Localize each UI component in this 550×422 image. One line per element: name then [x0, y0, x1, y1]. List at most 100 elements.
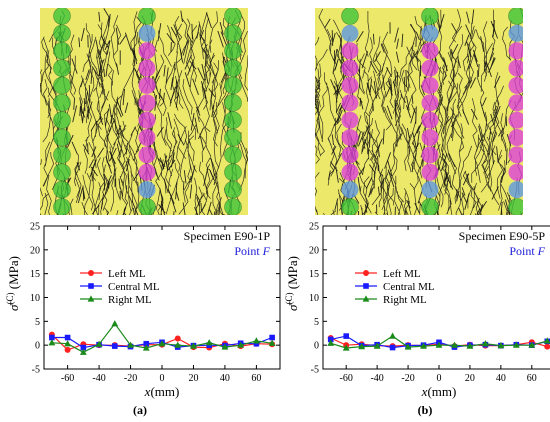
data-point-1 [253, 340, 260, 347]
legend-marker [88, 283, 94, 289]
x-tick-label: -60 [340, 373, 353, 384]
data-point-0 [544, 343, 550, 350]
data-point-0 [174, 335, 181, 342]
gauge-circle-green [508, 8, 523, 25]
crack-pattern-image [40, 8, 248, 215]
data-point-2 [95, 340, 103, 347]
gauge-circle-green [224, 128, 242, 147]
gauge-circle-magenta [421, 146, 439, 164]
gauge-circle-green [53, 41, 71, 60]
gauge-circle-magenta [421, 163, 439, 181]
gauge-circle-magenta [138, 76, 156, 94]
gauge-circle-blue [421, 24, 439, 42]
data-point-2 [466, 342, 474, 349]
stress-chart: -5 0 5 10 15 20 25 -60 -40 -20 0 20 40 60 x(mm) σ̄(C) (… [284, 222, 550, 399]
gauge-circle-magenta [138, 146, 156, 164]
gauge-circle-magenta [421, 59, 439, 77]
gauge-circle-blue [421, 181, 439, 199]
data-point-2 [111, 320, 119, 327]
data-point-2 [327, 339, 335, 346]
gauge-circle-blue [341, 24, 359, 42]
x-axis-title: x(mm) [421, 384, 457, 399]
x-tick-label: 0 [437, 373, 442, 384]
data-point-1 [269, 334, 275, 341]
gauge-circle-magenta [341, 59, 359, 77]
data-point-2 [79, 348, 87, 355]
gauge-circle-green [53, 198, 71, 215]
data-point-2 [127, 341, 134, 348]
x-axis-title: x(mm) [144, 384, 180, 399]
y-tick-label: 10 [309, 293, 319, 304]
data-point-2 [404, 343, 412, 350]
gauge-circle-green [53, 76, 71, 95]
gauge-circle-green [224, 198, 242, 215]
data-point-2 [435, 341, 443, 348]
gauge-circle-green [341, 198, 359, 215]
gauge-circle-magenta [341, 42, 359, 60]
y-axis-title: σ̄(C) (MPa) [5, 256, 21, 311]
x-tick-label: 20 [188, 373, 198, 384]
gauge-circle-blue [138, 24, 156, 42]
gauge-circle-green [53, 111, 71, 129]
data-point-2 [237, 341, 245, 348]
y-tick-label: 5 [314, 317, 319, 328]
data-point-2 [268, 339, 276, 346]
gauge-circle-magenta [138, 163, 156, 181]
x-tick-label: -20 [401, 373, 414, 384]
data-point-1 [327, 336, 334, 343]
specimen-label: Specimen E90-1P [184, 229, 271, 243]
gauge-circle-green [224, 180, 242, 199]
x-tick-label: 20 [465, 373, 475, 384]
y-tick-label: 15 [30, 269, 40, 280]
data-point-2 [389, 332, 396, 339]
specimen-label: Specimen E90-5P [459, 229, 546, 243]
y-tick-label: 0 [314, 341, 319, 352]
gauge-circle-magenta [341, 129, 359, 147]
gauge-circle-green [224, 8, 242, 25]
gauge-circle-green [53, 94, 71, 112]
data-point-1 [64, 334, 71, 341]
legend-marker [88, 270, 94, 276]
gauge-circle-green [53, 146, 71, 164]
data-point-2 [342, 344, 350, 351]
legend-marker [363, 283, 369, 289]
y-tick-label: -5 [32, 365, 40, 376]
data-point-1 [80, 344, 87, 351]
legend-label: Left ML [383, 268, 421, 280]
gauge-circle-blue [508, 181, 523, 199]
sub-figure-label: (b) [418, 403, 433, 417]
gauge-circle-magenta [138, 59, 156, 77]
data-point-2 [373, 342, 381, 349]
gauge-circle-magenta [341, 146, 359, 164]
y-tick-label: 10 [30, 293, 40, 304]
data-point-1 [49, 334, 55, 341]
gauge-circle-magenta [508, 129, 523, 147]
legend-marker [362, 295, 370, 302]
x-tick-label: 0 [160, 373, 165, 384]
gauge-circle-magenta [508, 94, 523, 112]
data-point-1 [112, 343, 118, 349]
data-point-2 [543, 337, 550, 344]
gauge-circle-blue [508, 24, 523, 42]
y-tick-label: 20 [309, 245, 319, 256]
y-tick-label: -5 [311, 365, 319, 376]
data-point-2 [528, 341, 536, 348]
y-tick-label: 25 [30, 222, 40, 233]
x-tick-label: -40 [370, 373, 383, 384]
gauge-circle-magenta [508, 146, 523, 164]
data-point-2 [190, 342, 197, 349]
gauge-circle-green [138, 8, 156, 25]
gauge-circle-green [508, 198, 523, 215]
legend-label: Central ML [108, 281, 160, 293]
legend-label: Left ML [108, 268, 146, 280]
point-label: Point F [234, 244, 270, 258]
gauge-circle-green [53, 180, 71, 199]
legend-marker [363, 270, 369, 276]
data-point-2 [48, 339, 56, 346]
gauge-circle-green [341, 8, 359, 25]
y-tick-label: 0 [35, 341, 40, 352]
data-point-2 [512, 341, 520, 348]
gauge-circle-magenta [421, 76, 439, 94]
panel-b: -5 0 5 10 15 20 25 -60 -40 -20 0 20 40 60 x(mm) σ̄(C) (… [275, 0, 550, 422]
x-tick-label: 60 [251, 373, 261, 384]
